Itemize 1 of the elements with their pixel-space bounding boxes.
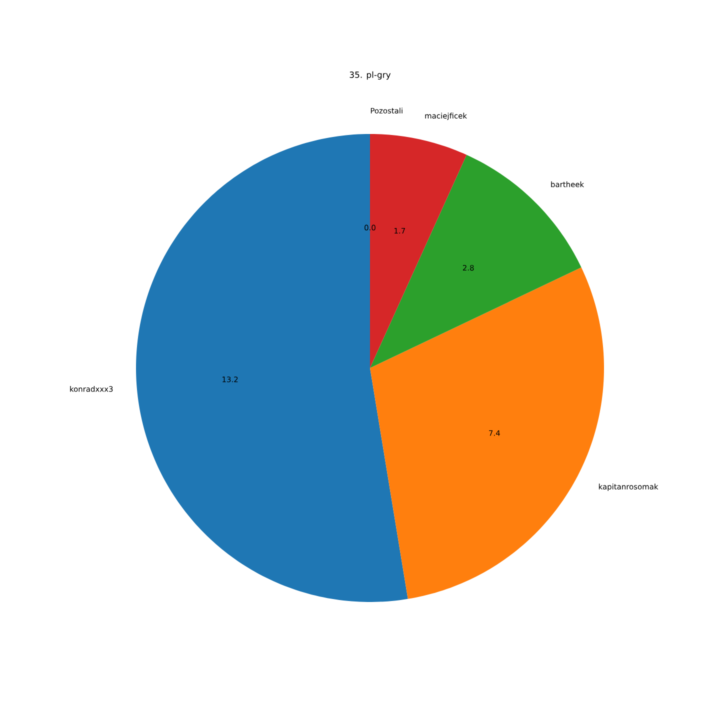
chart-title: 35. pl-gry: [350, 71, 391, 80]
